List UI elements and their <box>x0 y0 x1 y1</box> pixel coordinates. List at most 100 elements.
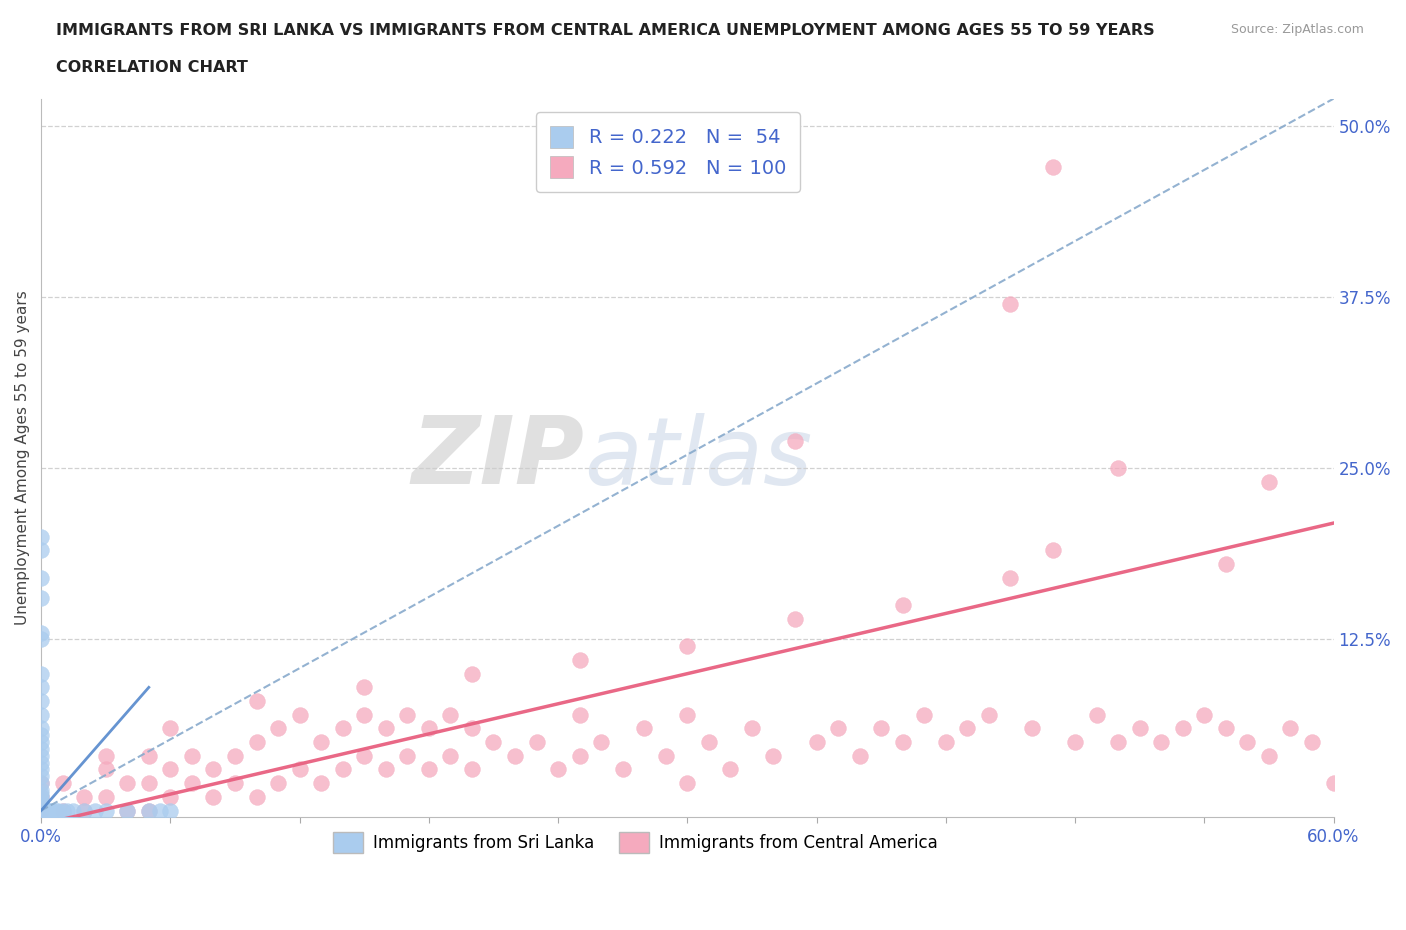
Text: CORRELATION CHART: CORRELATION CHART <box>56 60 247 75</box>
Point <box>30 721 52 736</box>
Point <box>827 721 849 736</box>
Point <box>353 749 375 764</box>
Point <box>52 776 75 790</box>
Point <box>1171 721 1194 736</box>
Point <box>461 762 484 777</box>
Point <box>202 790 225 804</box>
Point <box>1215 557 1237 572</box>
Point <box>30 804 52 818</box>
Point <box>461 721 484 736</box>
Point <box>30 680 52 695</box>
Point <box>676 708 699 723</box>
Point <box>612 762 634 777</box>
Point <box>117 804 139 818</box>
Point <box>353 680 375 695</box>
Point <box>30 708 52 723</box>
Point <box>1150 735 1173 750</box>
Point <box>30 804 52 818</box>
Point <box>30 776 52 790</box>
Point <box>30 625 52 640</box>
Point <box>30 804 52 818</box>
Text: IMMIGRANTS FROM SRI LANKA VS IMMIGRANTS FROM CENTRAL AMERICA UNEMPLOYMENT AMONG : IMMIGRANTS FROM SRI LANKA VS IMMIGRANTS … <box>56 23 1154 38</box>
Point <box>30 796 52 811</box>
Point <box>30 776 52 790</box>
Point <box>935 735 957 750</box>
Point <box>30 782 52 797</box>
Point <box>568 749 591 764</box>
Point <box>138 776 160 790</box>
Point <box>224 749 246 764</box>
Point <box>912 708 935 723</box>
Point <box>30 787 52 802</box>
Point <box>30 804 52 818</box>
Point <box>30 666 52 681</box>
Point <box>288 708 311 723</box>
Legend: Immigrants from Sri Lanka, Immigrants from Central America: Immigrants from Sri Lanka, Immigrants fr… <box>326 826 945 859</box>
Point <box>159 721 181 736</box>
Point <box>159 762 181 777</box>
Point <box>30 735 52 750</box>
Point <box>30 804 52 818</box>
Point <box>245 735 267 750</box>
Point <box>1021 721 1043 736</box>
Point <box>202 762 225 777</box>
Point <box>1064 735 1087 750</box>
Point <box>1215 721 1237 736</box>
Point <box>30 728 52 743</box>
Point <box>1000 570 1022 585</box>
Point <box>1279 721 1302 736</box>
Point <box>30 804 52 818</box>
Point <box>46 804 69 818</box>
Point <box>655 749 678 764</box>
Point <box>30 790 52 804</box>
Point <box>30 762 52 777</box>
Point <box>309 776 332 790</box>
Point <box>84 804 107 818</box>
Point <box>30 741 52 756</box>
Point <box>1236 735 1258 750</box>
Point <box>1194 708 1216 723</box>
Point <box>374 721 396 736</box>
Point <box>956 721 979 736</box>
Point <box>73 790 96 804</box>
Point <box>870 721 893 736</box>
Point <box>30 804 52 818</box>
Text: ZIP: ZIP <box>411 412 583 504</box>
Point <box>1257 749 1279 764</box>
Point <box>56 804 79 818</box>
Point <box>332 762 354 777</box>
Point <box>396 749 419 764</box>
Point <box>138 804 160 818</box>
Point <box>245 790 267 804</box>
Point <box>418 762 440 777</box>
Point <box>30 543 52 558</box>
Point <box>374 762 396 777</box>
Point <box>1129 721 1152 736</box>
Point <box>891 598 914 613</box>
Point <box>718 762 741 777</box>
Point <box>848 749 870 764</box>
Text: Source: ZipAtlas.com: Source: ZipAtlas.com <box>1230 23 1364 36</box>
Point <box>676 776 699 790</box>
Point <box>591 735 613 750</box>
Point <box>180 749 202 764</box>
Point <box>30 804 52 818</box>
Point <box>94 762 117 777</box>
Point <box>741 721 763 736</box>
Point <box>117 804 139 818</box>
Point <box>52 804 75 818</box>
Point <box>762 749 785 764</box>
Point <box>1107 461 1129 476</box>
Point <box>396 708 419 723</box>
Point <box>482 735 505 750</box>
Point <box>30 804 52 818</box>
Point <box>309 735 332 750</box>
Point <box>159 804 181 818</box>
Point <box>41 804 63 818</box>
Point <box>503 749 526 764</box>
Point <box>633 721 655 736</box>
Point <box>117 776 139 790</box>
Point <box>461 666 484 681</box>
Point <box>439 749 461 764</box>
Point <box>439 708 461 723</box>
